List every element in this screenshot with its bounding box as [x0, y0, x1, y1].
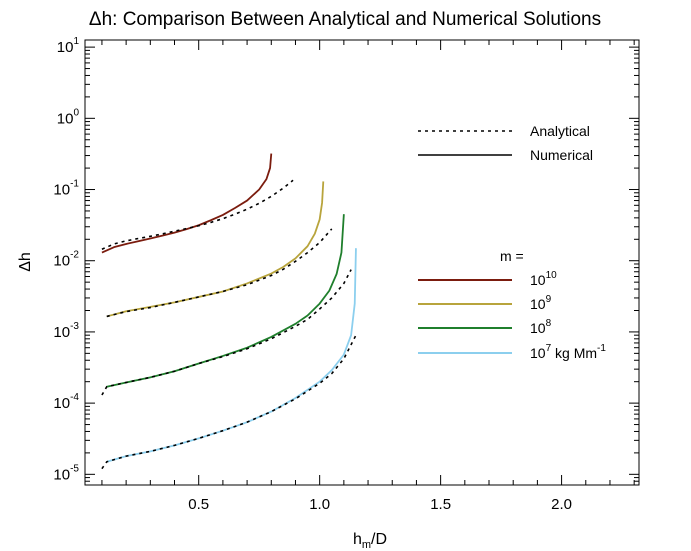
legend-mass-label: 108 [530, 318, 552, 336]
legend-numerical-label: Numerical [530, 147, 593, 163]
legend-mass-label: 1010 [530, 270, 557, 288]
legend-mass-label: 109 [530, 294, 552, 312]
x-tick-label: 2.0 [551, 496, 572, 513]
x-axis: 0.5 1.0 1.5 2.0 [101, 40, 635, 513]
series-numerical-line [106, 181, 325, 318]
plot-frame [84, 39, 640, 486]
legend-mass-label: 107 kg Mm-1 [530, 343, 606, 361]
x-tick-label: 1.5 [430, 496, 451, 513]
legend-analytical-label: Analytical [530, 123, 590, 139]
y-tick-label: 101 [57, 36, 80, 56]
series-numerical-line [106, 214, 345, 388]
y-tick-label: 10-4 [53, 392, 79, 412]
series-layer [101, 153, 357, 470]
y-tick-label: 10-5 [53, 463, 79, 483]
y-tick-label: 10-3 [53, 321, 79, 341]
x-axis-label: hm/D [353, 531, 387, 551]
y-axis-label: Δh [17, 252, 34, 272]
series-analytical-line [106, 228, 333, 318]
legend-mass-title: m = [500, 248, 524, 264]
series-analytical-line [101, 269, 352, 396]
series-numerical-line [106, 248, 357, 463]
y-axis: 101 100 10-1 10-2 10-3 10-4 10-5 [53, 36, 639, 483]
series-numerical-line [101, 153, 273, 254]
legend-style: Analytical Numerical [418, 123, 593, 163]
series-analytical-line [101, 334, 357, 470]
series-analytical-line [101, 179, 294, 250]
y-tick-label: 10-1 [53, 179, 79, 199]
x-tick-label: 1.0 [309, 496, 330, 513]
legend-mass: m = 1010 109 108 107 kg Mm-1 [418, 248, 606, 361]
y-tick-label: 100 [57, 107, 80, 127]
x-tick-label: 0.5 [188, 496, 209, 513]
chart-title: Δh: Comparison Between Analytical and Nu… [89, 9, 601, 30]
y-tick-label: 10-2 [53, 250, 79, 270]
